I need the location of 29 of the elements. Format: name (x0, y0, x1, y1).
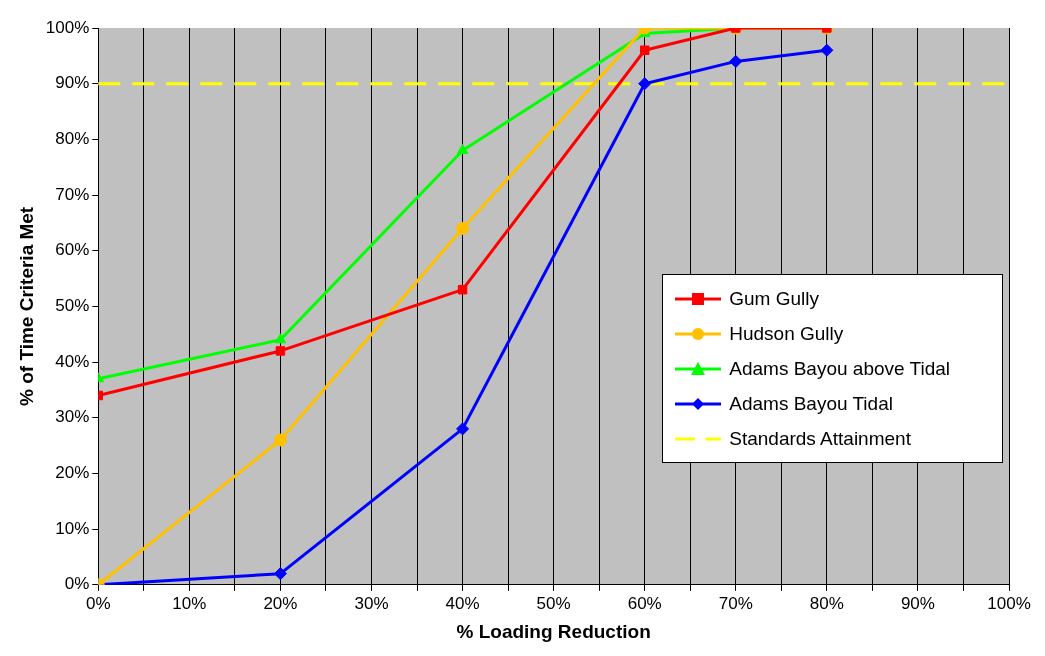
y-tick-label: 30% (55, 407, 90, 427)
y-tick-label: 100% (45, 17, 90, 37)
x-tick-label: 80% (809, 593, 844, 613)
y-tick-label: 50% (55, 296, 90, 316)
y-tick-label: 0% (64, 574, 90, 594)
y-axis-title: % of Time Criteria Met (15, 206, 37, 406)
x-tick-label: 20% (263, 593, 298, 613)
x-tick-label: 90% (900, 593, 935, 613)
legend-label: Gum Gully (729, 287, 819, 310)
y-tick-label: 80% (55, 129, 90, 149)
y-tick-label: 40% (55, 351, 90, 371)
legend-label: Adams Bayou Tidal (729, 392, 893, 415)
x-tick-label: 50% (536, 593, 571, 613)
legend-label: Standards Attainment (729, 427, 911, 450)
x-tick-label: 0% (85, 593, 111, 613)
y-tick-label: 60% (55, 240, 90, 260)
x-tick-label: 70% (718, 593, 753, 613)
y-tick-label: 70% (55, 184, 90, 204)
x-tick-label: 30% (354, 593, 389, 613)
x-axis-title: % Loading Reduction (456, 620, 651, 642)
x-tick-label: 10% (172, 593, 207, 613)
x-tick-label: 40% (445, 593, 480, 613)
x-tick-label: 100% (987, 593, 1031, 613)
x-tick-label: 60% (627, 593, 662, 613)
legend-label: Hudson Gully (729, 322, 844, 345)
y-tick-label: 10% (55, 518, 90, 538)
y-tick-label: 20% (55, 463, 90, 483)
legend-label: Adams Bayou above Tidal (729, 357, 950, 380)
y-tick-label: 90% (55, 73, 90, 93)
